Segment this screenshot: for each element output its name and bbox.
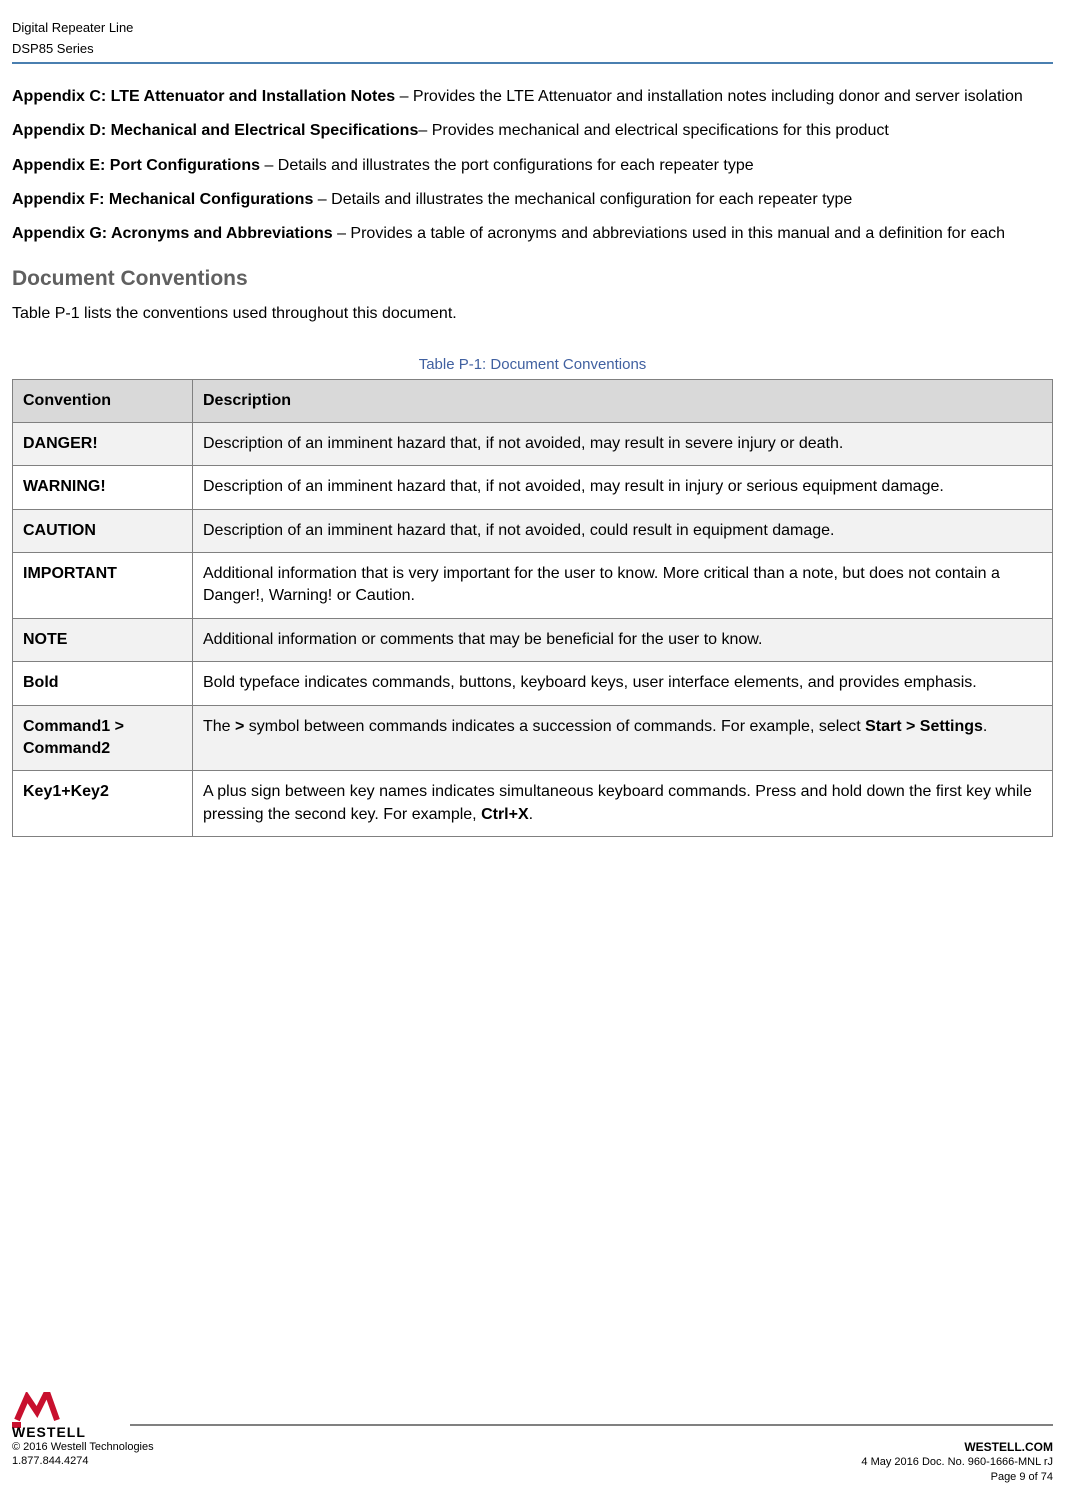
appendix-d-text: – Provides mechanical and electrical spe… [418,122,888,139]
conventions-table: Convention Description DANGER! Descripti… [12,379,1053,838]
th-convention: Convention [13,379,193,422]
appendix-g-text: – Provides a table of acronyms and abbre… [333,225,1005,242]
desc-caution: Description of an imminent hazard that, … [193,509,1053,552]
section-heading: Document Conventions [12,264,1053,293]
footer-page: Page 9 of 74 [861,1470,1053,1484]
appendix-c-text: – Provides the LTE Attenuator and instal… [395,88,1023,105]
page-footer: WESTELL © 2016 Westell Technologies 1.87… [12,1392,1053,1484]
conv-key: Key1+Key2 [13,771,193,837]
table-row: Key1+Key2 A plus sign between key names … [13,771,1053,837]
appendix-e-text: – Details and illustrates the port confi… [260,157,754,174]
table-row: WARNING! Description of an imminent haza… [13,466,1053,509]
desc-command-mid: symbol between commands indicates a succ… [244,718,865,735]
appendix-e: Appendix E: Port Configurations – Detail… [12,155,1053,177]
footer-docno: 4 May 2016 Doc. No. 960-1666-MNL rJ [861,1455,1053,1469]
appendix-f: Appendix F: Mechanical Configurations – … [12,189,1053,211]
desc-command-b1: > [235,718,244,735]
table-row: CAUTION Description of an imminent hazar… [13,509,1053,552]
table-row: NOTE Additional information or comments … [13,618,1053,661]
conv-caution: CAUTION [13,509,193,552]
conv-danger: DANGER! [13,422,193,465]
desc-warning: Description of an imminent hazard that, … [193,466,1053,509]
header-line-1: Digital Repeater Line [12,20,1053,37]
table-row: Command1 > Command2 The > symbol between… [13,705,1053,771]
appendix-f-title: Appendix F: Mechanical Configurations [12,191,313,208]
westell-logo: WESTELL [12,1392,122,1438]
table-row: IMPORTANT Additional information that is… [13,553,1053,619]
desc-important: Additional information that is very impo… [193,553,1053,619]
logo-text: WESTELL [12,1424,86,1438]
footer-site: WESTELL.COM [861,1440,1053,1456]
footer-rule [130,1424,1053,1426]
appendix-c: Appendix C: LTE Attenuator and Installat… [12,86,1053,108]
westell-logo-icon: WESTELL [12,1392,122,1438]
appendix-d: Appendix D: Mechanical and Electrical Sp… [12,120,1053,142]
desc-bold: Bold typeface indicates commands, button… [193,662,1053,705]
table-row: DANGER! Description of an imminent hazar… [13,422,1053,465]
conv-important: IMPORTANT [13,553,193,619]
conventions-intro: Table P-1 lists the conventions used thr… [12,303,1053,325]
conv-note: NOTE [13,618,193,661]
appendix-g-title: Appendix G: Acronyms and Abbreviations [12,225,333,242]
table-caption: Table P-1: Document Conventions [12,354,1053,375]
conv-command: Command1 > Command2 [13,705,193,771]
desc-key-post: . [529,806,533,823]
desc-danger: Description of an imminent hazard that, … [193,422,1053,465]
desc-command-post: . [983,718,987,735]
appendix-d-title: Appendix D: Mechanical and Electrical Sp… [12,122,418,139]
conv-warning: WARNING! [13,466,193,509]
conv-bold: Bold [13,662,193,705]
appendix-f-text: – Details and illustrates the mechanical… [313,191,852,208]
desc-key-pre: A plus sign between key names indicates … [203,783,1032,822]
appendix-g: Appendix G: Acronyms and Abbreviations –… [12,223,1053,245]
footer-copyright: © 2016 Westell Technologies [12,1440,154,1454]
desc-command: The > symbol between commands indicates … [193,705,1053,771]
table-row: Bold Bold typeface indicates commands, b… [13,662,1053,705]
desc-note: Additional information or comments that … [193,618,1053,661]
table-header-row: Convention Description [13,379,1053,422]
desc-command-pre: The [203,718,235,735]
th-description: Description [193,379,1053,422]
desc-key-b1: Ctrl+X [481,806,529,823]
footer-phone: 1.877.844.4274 [12,1454,154,1468]
desc-key: A plus sign between key names indicates … [193,771,1053,837]
desc-command-b2: Start > Settings [865,718,983,735]
header-rule [12,62,1053,64]
appendix-e-title: Appendix E: Port Configurations [12,157,260,174]
appendix-c-title: Appendix C: LTE Attenuator and Installat… [12,88,395,105]
header-line-2: DSP85 Series [12,41,1053,58]
